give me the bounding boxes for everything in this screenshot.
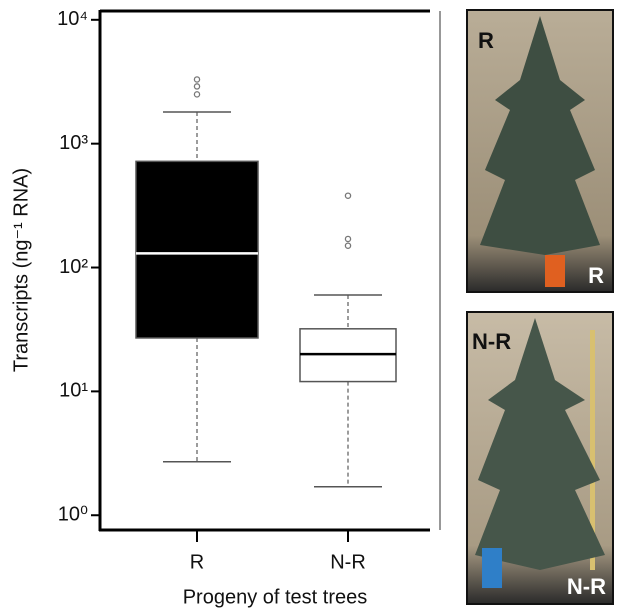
- y-tick-label: 10⁴: [57, 8, 88, 30]
- box: [135, 160, 259, 339]
- y-tick-label: 10⁰: [58, 504, 88, 526]
- x-axis-title: Progeny of test trees: [183, 586, 368, 608]
- x-tick-label: R: [190, 551, 204, 573]
- y-tick-label: 10²: [59, 256, 88, 278]
- x-tick-label: N-R: [330, 551, 366, 573]
- photo-label: R: [478, 28, 494, 53]
- photo-label: N-R: [472, 329, 511, 354]
- outlier: [193, 76, 201, 83]
- y-axis-title: Transcripts (ng⁻¹ RNA): [10, 168, 32, 372]
- outlier: [193, 91, 201, 98]
- photo-nr: N-R N-R: [466, 311, 614, 605]
- y-tick-label: 10³: [59, 132, 88, 154]
- y-tick-label: 10¹: [59, 380, 88, 402]
- outlier: [344, 192, 352, 199]
- photo-corner-label: R: [588, 263, 604, 288]
- photo-r: R R: [466, 9, 614, 293]
- outlier: [193, 83, 201, 90]
- photo-corner-label: N-R: [567, 574, 606, 599]
- outlier: [344, 235, 352, 243]
- outlier: [344, 242, 352, 249]
